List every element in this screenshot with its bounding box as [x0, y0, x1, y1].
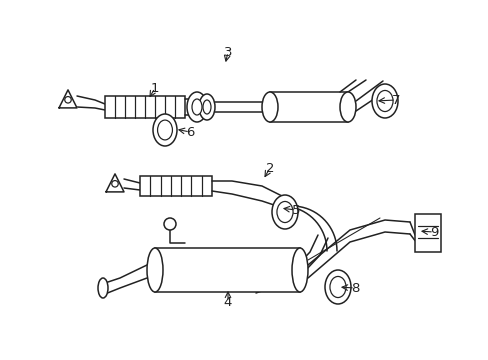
Text: 7: 7 [391, 94, 400, 107]
Bar [140, 176, 212, 196]
Text: 2: 2 [265, 162, 274, 175]
Bar [155, 248, 299, 292]
Bar [269, 92, 347, 122]
Bar [414, 214, 440, 252]
Ellipse shape [64, 96, 71, 103]
Text: 5: 5 [291, 203, 300, 216]
Ellipse shape [329, 276, 346, 297]
Ellipse shape [371, 84, 397, 118]
Ellipse shape [339, 92, 355, 122]
Ellipse shape [291, 248, 307, 292]
Ellipse shape [271, 195, 297, 229]
Polygon shape [106, 174, 124, 192]
Ellipse shape [147, 248, 163, 292]
Ellipse shape [98, 278, 108, 298]
Ellipse shape [203, 100, 210, 114]
Text: 4: 4 [224, 296, 232, 309]
Polygon shape [59, 90, 77, 108]
Ellipse shape [163, 218, 176, 230]
Ellipse shape [157, 120, 172, 140]
Text: 9: 9 [429, 225, 437, 238]
Ellipse shape [192, 99, 202, 115]
Text: 1: 1 [150, 81, 159, 94]
Ellipse shape [112, 181, 118, 187]
Text: 8: 8 [350, 282, 359, 294]
Ellipse shape [376, 90, 392, 112]
Text: 6: 6 [185, 126, 194, 139]
Ellipse shape [325, 270, 350, 304]
Ellipse shape [262, 92, 278, 122]
Text: 3: 3 [224, 45, 232, 58]
Ellipse shape [186, 92, 206, 122]
Ellipse shape [199, 94, 215, 120]
Ellipse shape [276, 202, 292, 222]
Bar [105, 96, 184, 118]
Ellipse shape [153, 114, 177, 146]
